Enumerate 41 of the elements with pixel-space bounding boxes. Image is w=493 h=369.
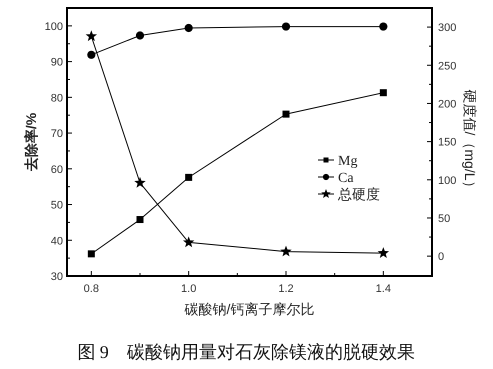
point [136, 31, 144, 40]
point [134, 176, 146, 188]
point [88, 250, 95, 258]
y-tick-label: 30 [50, 271, 63, 283]
point [182, 236, 194, 248]
y2-tick-label: 50 [438, 212, 450, 225]
y2-axis-title: 硬度值/（mg/L） [462, 89, 478, 195]
point [379, 22, 388, 31]
legend-label: Mg [338, 154, 358, 169]
x-tick-label: 1.0 [181, 283, 196, 295]
point [280, 246, 292, 256]
x-axis-title: 碳酸钠/钙离子摩尔比 [184, 301, 314, 317]
y-tick-label: 70 [50, 128, 63, 140]
y-tick-label: 40 [50, 235, 63, 248]
y2-tick-label: 250 [438, 60, 456, 72]
point [380, 89, 387, 96]
point [184, 24, 193, 32]
point [185, 174, 192, 181]
y-tick-label: 50 [50, 200, 63, 212]
legend-label: 总硬度 [337, 187, 380, 203]
y2-tick-label: 100 [438, 174, 456, 187]
point [86, 30, 98, 42]
y2-tick-label: 0 [438, 251, 444, 264]
x-tick-label: 1.4 [376, 283, 391, 295]
y-axis-title: 去除率/% [23, 112, 39, 172]
x-tick-label: 0.8 [84, 283, 99, 295]
point [378, 247, 390, 258]
point [87, 50, 96, 59]
y-tick-label: 90 [50, 56, 63, 69]
y-tick-label: 60 [50, 164, 63, 176]
point [136, 216, 144, 224]
legend-label: Ca [338, 171, 354, 186]
y-tick-label: 80 [50, 92, 63, 104]
point [282, 22, 290, 31]
y2-tick-label: 200 [438, 98, 456, 110]
point [282, 110, 290, 118]
y2-tick-label: 300 [438, 22, 456, 34]
caption: 图 9 碳酸钠用量对石灰除镁液的脱硬效果 [77, 342, 415, 362]
y2-tick-label: 150 [438, 136, 456, 149]
x-tick-label: 1.2 [278, 283, 294, 295]
y-tick-label: 100 [44, 20, 63, 33]
